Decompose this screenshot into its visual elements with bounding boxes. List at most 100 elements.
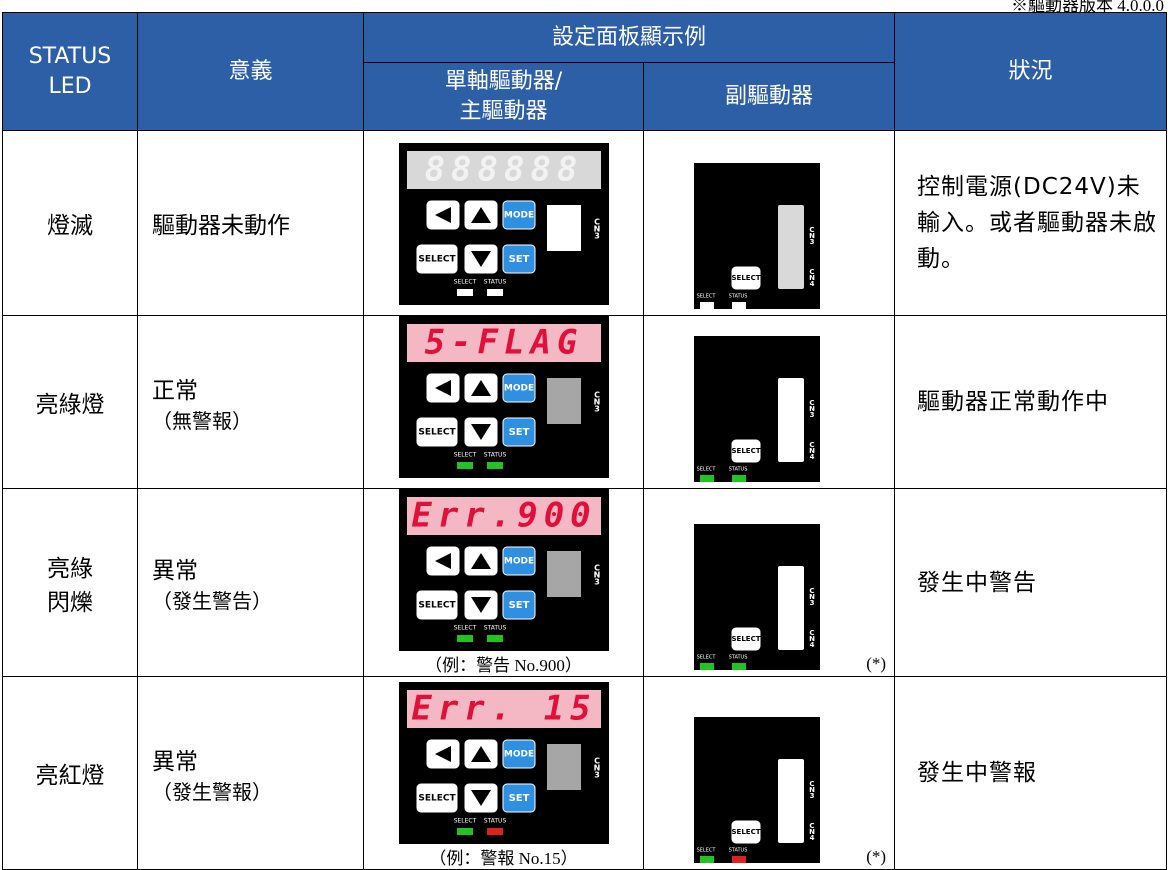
sub-panel: CN3 CN4 SELECT SELECT STATUS: [694, 336, 820, 482]
meaning: 驅動器未動作: [152, 213, 290, 239]
status-table: STATUS LED 意義 設定面板顯示例 狀況 單軸驅動器/主驅動器 副驅動器 …: [2, 12, 1168, 870]
panel-label: STATUS: [729, 467, 748, 473]
sub-panel: CN3 CN4 SELECT SELECT STATUS: [694, 524, 820, 670]
panel-label: STATUS: [483, 279, 506, 286]
display-text: 5-FLAG: [424, 323, 583, 363]
button: [416, 244, 457, 274]
meaning-cell: 異常 （發生警報）: [137, 676, 364, 870]
arrow-icon: [434, 553, 451, 569]
panel-label: SET: [508, 427, 529, 438]
main-panel-cell: Err.900 MODE CN3 SELECT SET SELECT STATUS （例：警告…: [363, 488, 644, 677]
main-panel-cell: 5-FLAG MODE CN3 SELECT SET SELECT STATUS: [363, 315, 644, 489]
panel-label: SELECT: [697, 655, 717, 661]
status-led: [732, 475, 746, 482]
window: [546, 378, 581, 424]
led-state: 亮綠: [47, 555, 93, 582]
panel-label: SELECT: [697, 294, 717, 300]
panel-label: SELECT: [732, 828, 761, 836]
panel-label: CN3: [808, 780, 816, 798]
button: [416, 590, 457, 620]
arrow-icon: [470, 251, 491, 267]
row: 亮紅燈 異常 （發生警報） Err. 15 MODE CN3 SELECT SET SELECT…: [2, 676, 1168, 870]
header-meaning: 意義: [137, 12, 364, 131]
status-led: [456, 635, 473, 642]
status-led: [456, 828, 473, 835]
window: [546, 744, 581, 790]
display: [406, 690, 601, 728]
panel-label: MODE: [503, 750, 533, 760]
meaning: 異常: [152, 748, 198, 775]
arrow-icon: [470, 424, 491, 440]
panel-label: SELECT: [418, 601, 456, 611]
arrow-icon: [470, 790, 491, 806]
panel-label: MODE: [503, 384, 533, 394]
panel-label: CN3: [592, 391, 601, 412]
status-led: [700, 475, 714, 482]
led-state: 閃爍: [47, 589, 93, 616]
arrow-icon: [434, 746, 451, 762]
situation-cell: 控制電源(DC24V)未輸入。或者驅動器未啟動。: [894, 130, 1168, 316]
main-panel: 5-FLAG MODE CN3 SELECT SET SELECT STATUS: [398, 316, 609, 478]
sub-panel: CN3 CN4 SELECT SELECT STATUS: [694, 163, 820, 309]
button: [416, 417, 457, 447]
status-led: [456, 289, 473, 296]
line: 主驅動器: [459, 98, 548, 124]
arrow-icon: [434, 207, 451, 223]
sub-panel-cell: CN3 CN4 SELECT SELECT STATUS: [642, 315, 896, 489]
panel-label: SELECT: [697, 467, 717, 473]
meaning-cell: 驅動器未動作: [137, 130, 364, 316]
panel-label: CN3: [808, 587, 816, 605]
panel-label: SET: [508, 793, 529, 804]
button: [731, 820, 761, 844]
spacer: [364, 478, 643, 488]
status-led: [732, 302, 746, 309]
button: [502, 739, 535, 769]
button: [502, 417, 535, 447]
arrow-icon: [470, 553, 491, 569]
arrow-icon: [470, 746, 491, 762]
button: [502, 546, 535, 576]
main-panel-cell: 888888 MODE CN3 SELECT SET SELECT STATUS: [363, 130, 644, 316]
situation-cell: 發生中警報: [894, 676, 1168, 870]
panel-label: CN3: [592, 218, 601, 239]
button: [502, 783, 535, 813]
caption: （例：警告 No.900）: [425, 656, 582, 675]
display: [406, 151, 601, 189]
button: [502, 373, 535, 403]
button: [731, 266, 761, 290]
main-panel: 888888 MODE CN3 SELECT SET SELECT STATUS: [398, 143, 609, 305]
panel-label: STATUS: [483, 452, 506, 459]
main-panel: Err.900 MODE CN3 SELECT SET SELECT STATUS: [398, 489, 609, 651]
meaning-sub: （發生警報）: [152, 779, 272, 804]
table-body: 燈滅 驅動器未動作 888888 MODE CN3 SELECT SET SELECT STAT…: [2, 130, 1168, 870]
panel-label: SELECT: [453, 452, 476, 459]
led-cell: 燈滅: [2, 130, 138, 316]
window: [778, 566, 804, 650]
sub-panel-cell: CN3 CN4 SELECT SELECT STATUS: [642, 130, 896, 316]
panel-label: MODE: [503, 211, 533, 221]
status-led: [700, 663, 714, 670]
sub-panel-cell: CN3 CN4 SELECT SELECT STATUS (*): [642, 676, 896, 870]
panel-label: SELECT: [418, 794, 456, 804]
panel-label: SELECT: [732, 274, 761, 282]
row: 燈滅 驅動器未動作 888888 MODE CN3 SELECT SET SELECT STAT…: [2, 130, 1168, 316]
status-led: [700, 302, 714, 309]
row: 亮綠 閃爍 異常 （發生警告） Err.900 MODE CN3 SELECT SET SELEC…: [2, 488, 1168, 677]
status-led: [456, 462, 473, 469]
button: [416, 783, 457, 813]
meaning: 異常: [152, 558, 198, 584]
meaning: 正常: [152, 377, 198, 404]
led-state: 亮紅燈: [35, 763, 105, 789]
meaning-sub: （無警報）: [152, 408, 252, 433]
line: STATUS: [28, 43, 112, 69]
panel-label: STATUS: [483, 818, 506, 825]
panel-label: STATUS: [729, 294, 748, 300]
status-led: [486, 289, 503, 296]
sub-note: (*): [866, 847, 887, 866]
panel-label: STATUS: [729, 655, 748, 661]
led-cell: 亮綠 閃爍: [2, 488, 138, 677]
main-panel: Err. 15 MODE CN3 SELECT SET SELECT STATUS: [398, 682, 609, 844]
sub-panel: CN3 CN4 SELECT SELECT STATUS: [694, 717, 820, 863]
panel-label: STATUS: [483, 625, 506, 632]
